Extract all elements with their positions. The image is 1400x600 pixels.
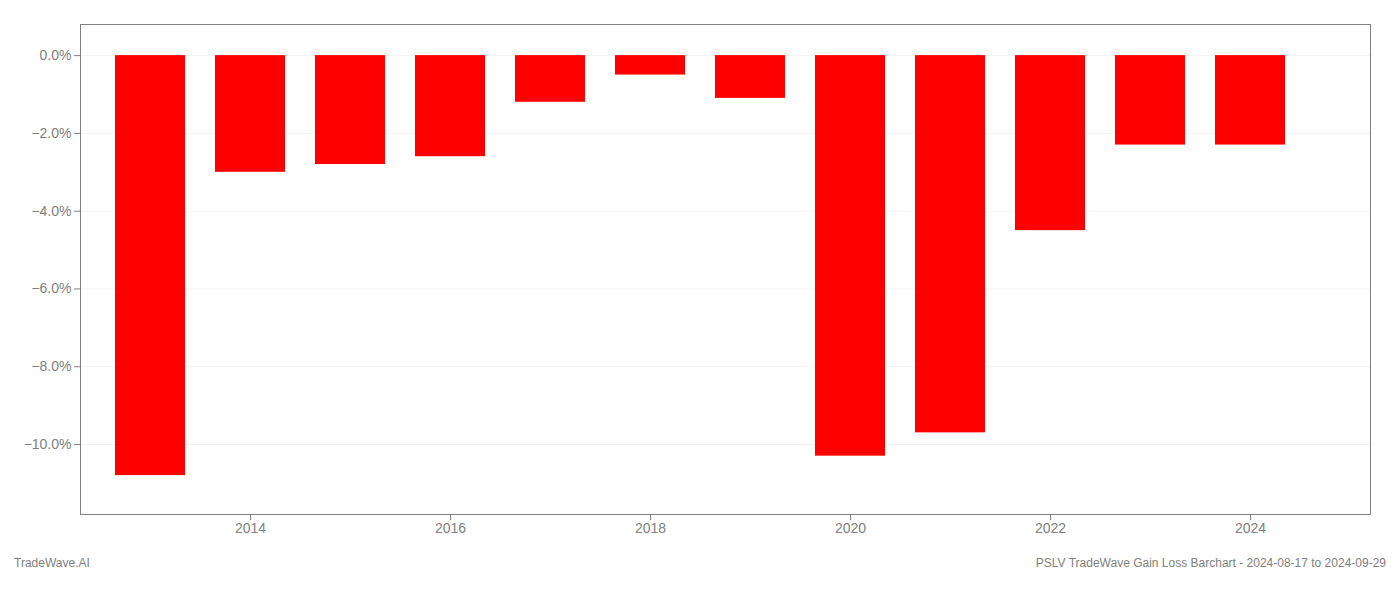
html-text:PSLV TradeWave Gain Loss Barch: PSLV TradeWave Gain Loss Barchart - 2024… [1035,556,1386,570]
svg-text:2018: 2018 [635,520,666,536]
svg-text:−10.0%: −10.0% [24,436,72,452]
svg-text:2014: 2014 [235,520,266,536]
svg-text:2016: 2016 [435,520,466,536]
svg-text:0.0%: 0.0% [40,47,72,63]
svg-text:2024: 2024 [1235,520,1266,536]
svg-text:−6.0%: −6.0% [31,280,71,296]
html-text:TradeWave.AI: TradeWave.AI [14,556,90,570]
svg-text:2020: 2020 [835,520,866,536]
svg-text:−2.0%: −2.0% [31,125,71,141]
svg-text:−8.0%: −8.0% [31,358,71,374]
svg-text:−4.0%: −4.0% [31,203,71,219]
svg-text:2022: 2022 [1035,520,1066,536]
